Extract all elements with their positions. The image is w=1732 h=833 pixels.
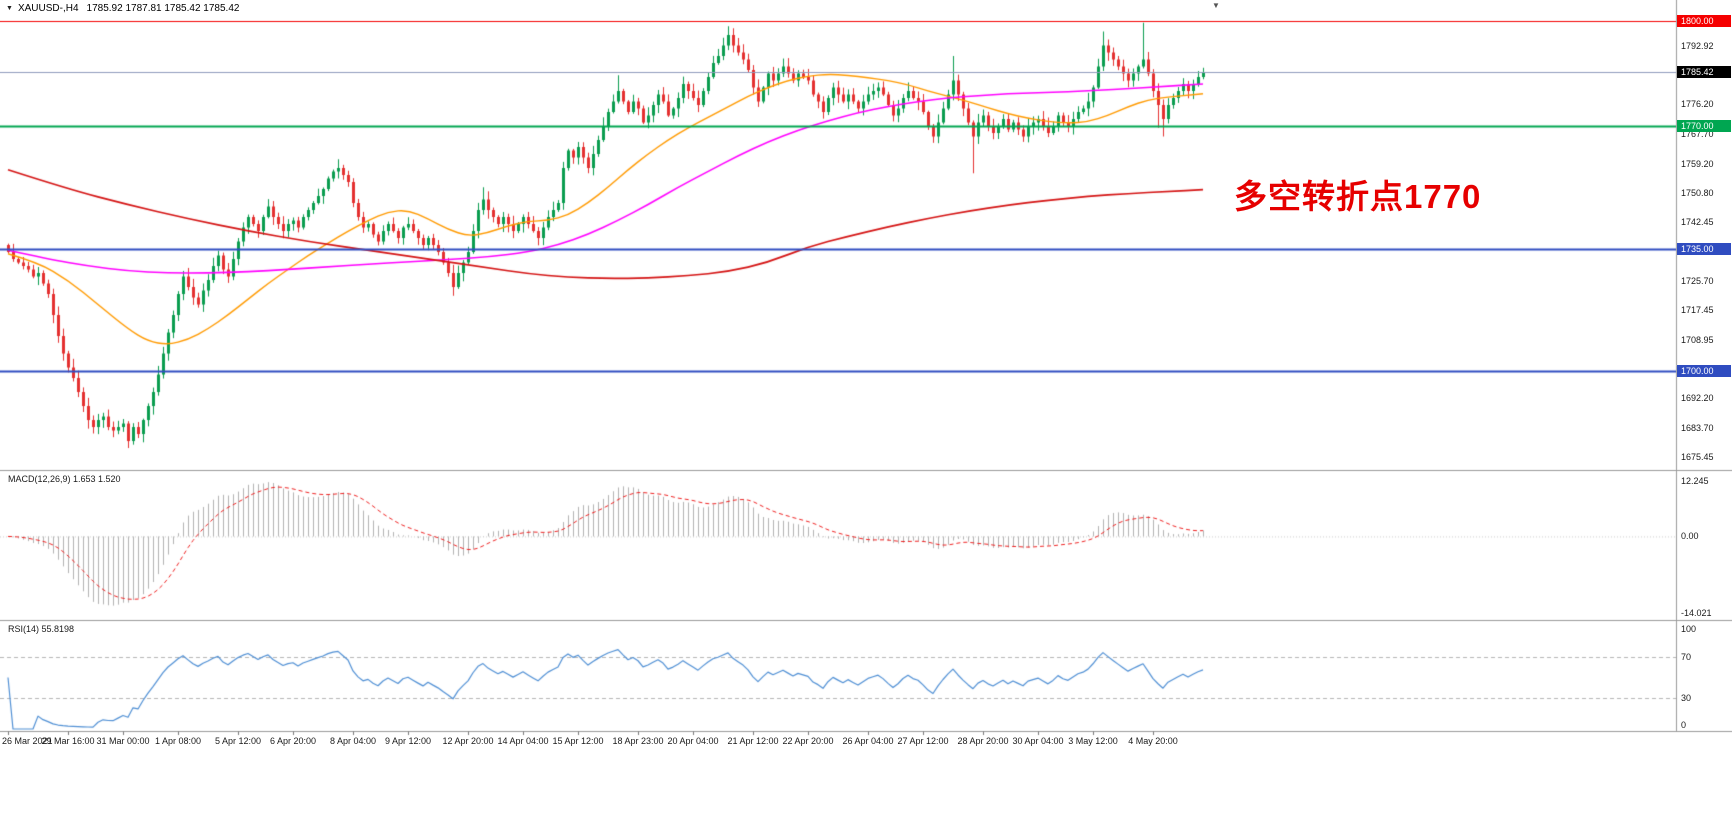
time-axis-label: 26 Apr 04:00 (842, 736, 894, 746)
price-axis-label: 1776.20 (1681, 99, 1714, 110)
time-axis-label: 9 Apr 12:00 (384, 736, 432, 746)
price-axis-label: 1750.80 (1681, 188, 1714, 199)
time-axis-label: 4 May 20:00 (1128, 736, 1178, 746)
symbol-dropdown-icon[interactable]: ▼ (6, 5, 13, 12)
time-axis-label: 8 Apr 04:00 (329, 736, 377, 746)
time-axis-label: 18 Apr 23:00 (612, 736, 664, 746)
rsi-indicator-label: RSI(14) 55.8198 (8, 624, 75, 634)
time-axis-label: 6 Apr 20:00 (269, 736, 317, 746)
annotation-text: 多空转折点1770 (1234, 178, 1482, 215)
price-axis-label: 1675.45 (1681, 451, 1714, 462)
time-axis-label: 1 Apr 08:00 (154, 736, 202, 746)
chart-header: ▼ XAUUSD-,H4 1785.92 1787.81 1785.42 1785.… (6, 3, 239, 14)
price-axis-label: 1759.20 (1681, 158, 1714, 169)
rsi-axis-label-100: 100 (1681, 624, 1697, 634)
price-axis-label: 1725.70 (1681, 276, 1714, 287)
time-axis-label: 15 Apr 12:00 (552, 736, 604, 746)
time-axis-label: 14 Apr 04:00 (497, 736, 549, 746)
chart-shift-marker-icon: ▼ (1212, 1, 1220, 10)
price-axis-label: 1717.45 (1681, 304, 1714, 315)
time-axis-label: 29 Mar 16:00 (41, 736, 95, 746)
time-axis-label: 5 Apr 12:00 (214, 736, 262, 746)
price-axis-label: 1767.70 (1681, 129, 1714, 140)
macd-axis-label-min: -14.021 (1681, 608, 1712, 618)
time-axis-label: 21 Apr 12:00 (727, 736, 779, 746)
symbol-title: XAUUSD-,H4 (17, 3, 79, 14)
price-axis-label: 1792.92 (1681, 40, 1714, 51)
time-axis-label: 22 Apr 20:00 (782, 736, 834, 746)
ohlc-readout: 1785.92 1787.81 1785.42 1785.42 (86, 3, 240, 14)
price-level-label-1700.00: 1700.00 (1677, 365, 1731, 378)
price-axis-label: 1692.20 (1681, 393, 1714, 404)
time-axis-label: 28 Apr 20:00 (957, 736, 1009, 746)
price-level-label-1770.00: 1770.00 (1677, 120, 1731, 132)
price-level-label-1800.00: 1800.00 (1677, 15, 1731, 27)
rsi-axis-label-30: 30 (1681, 693, 1692, 704)
price-axis-label: 1742.45 (1681, 217, 1714, 228)
price-level-label-1785.42: 1785.42 (1677, 66, 1731, 79)
macd-axis-label-max: 12.245 (1681, 476, 1709, 486)
rsi-axis-label-70: 70 (1681, 651, 1692, 662)
time-axis-label: 12 Apr 20:00 (442, 736, 494, 746)
time-axis-label: 27 Apr 12:00 (897, 736, 949, 746)
time-axis-label: 20 Apr 04:00 (667, 736, 719, 746)
price-axis-label: 1683.70 (1681, 423, 1714, 434)
macd-indicator-label: MACD(12,26,9) 1.653 1.520 (8, 474, 121, 484)
time-axis-label: 30 Apr 04:00 (1012, 736, 1064, 746)
price-level-label-1735.00: 1735.00 (1677, 242, 1731, 255)
macd-axis-label-zero: 0.00 (1681, 531, 1699, 542)
time-axis-label: 3 May 12:00 (1068, 736, 1118, 746)
price-axis-label: 1708.95 (1681, 334, 1714, 345)
time-axis-label: 31 Mar 00:00 (96, 736, 150, 746)
rsi-axis-label-0: 0 (1681, 720, 1687, 730)
time-axis-label: 26 Mar 2021 (2, 736, 53, 746)
